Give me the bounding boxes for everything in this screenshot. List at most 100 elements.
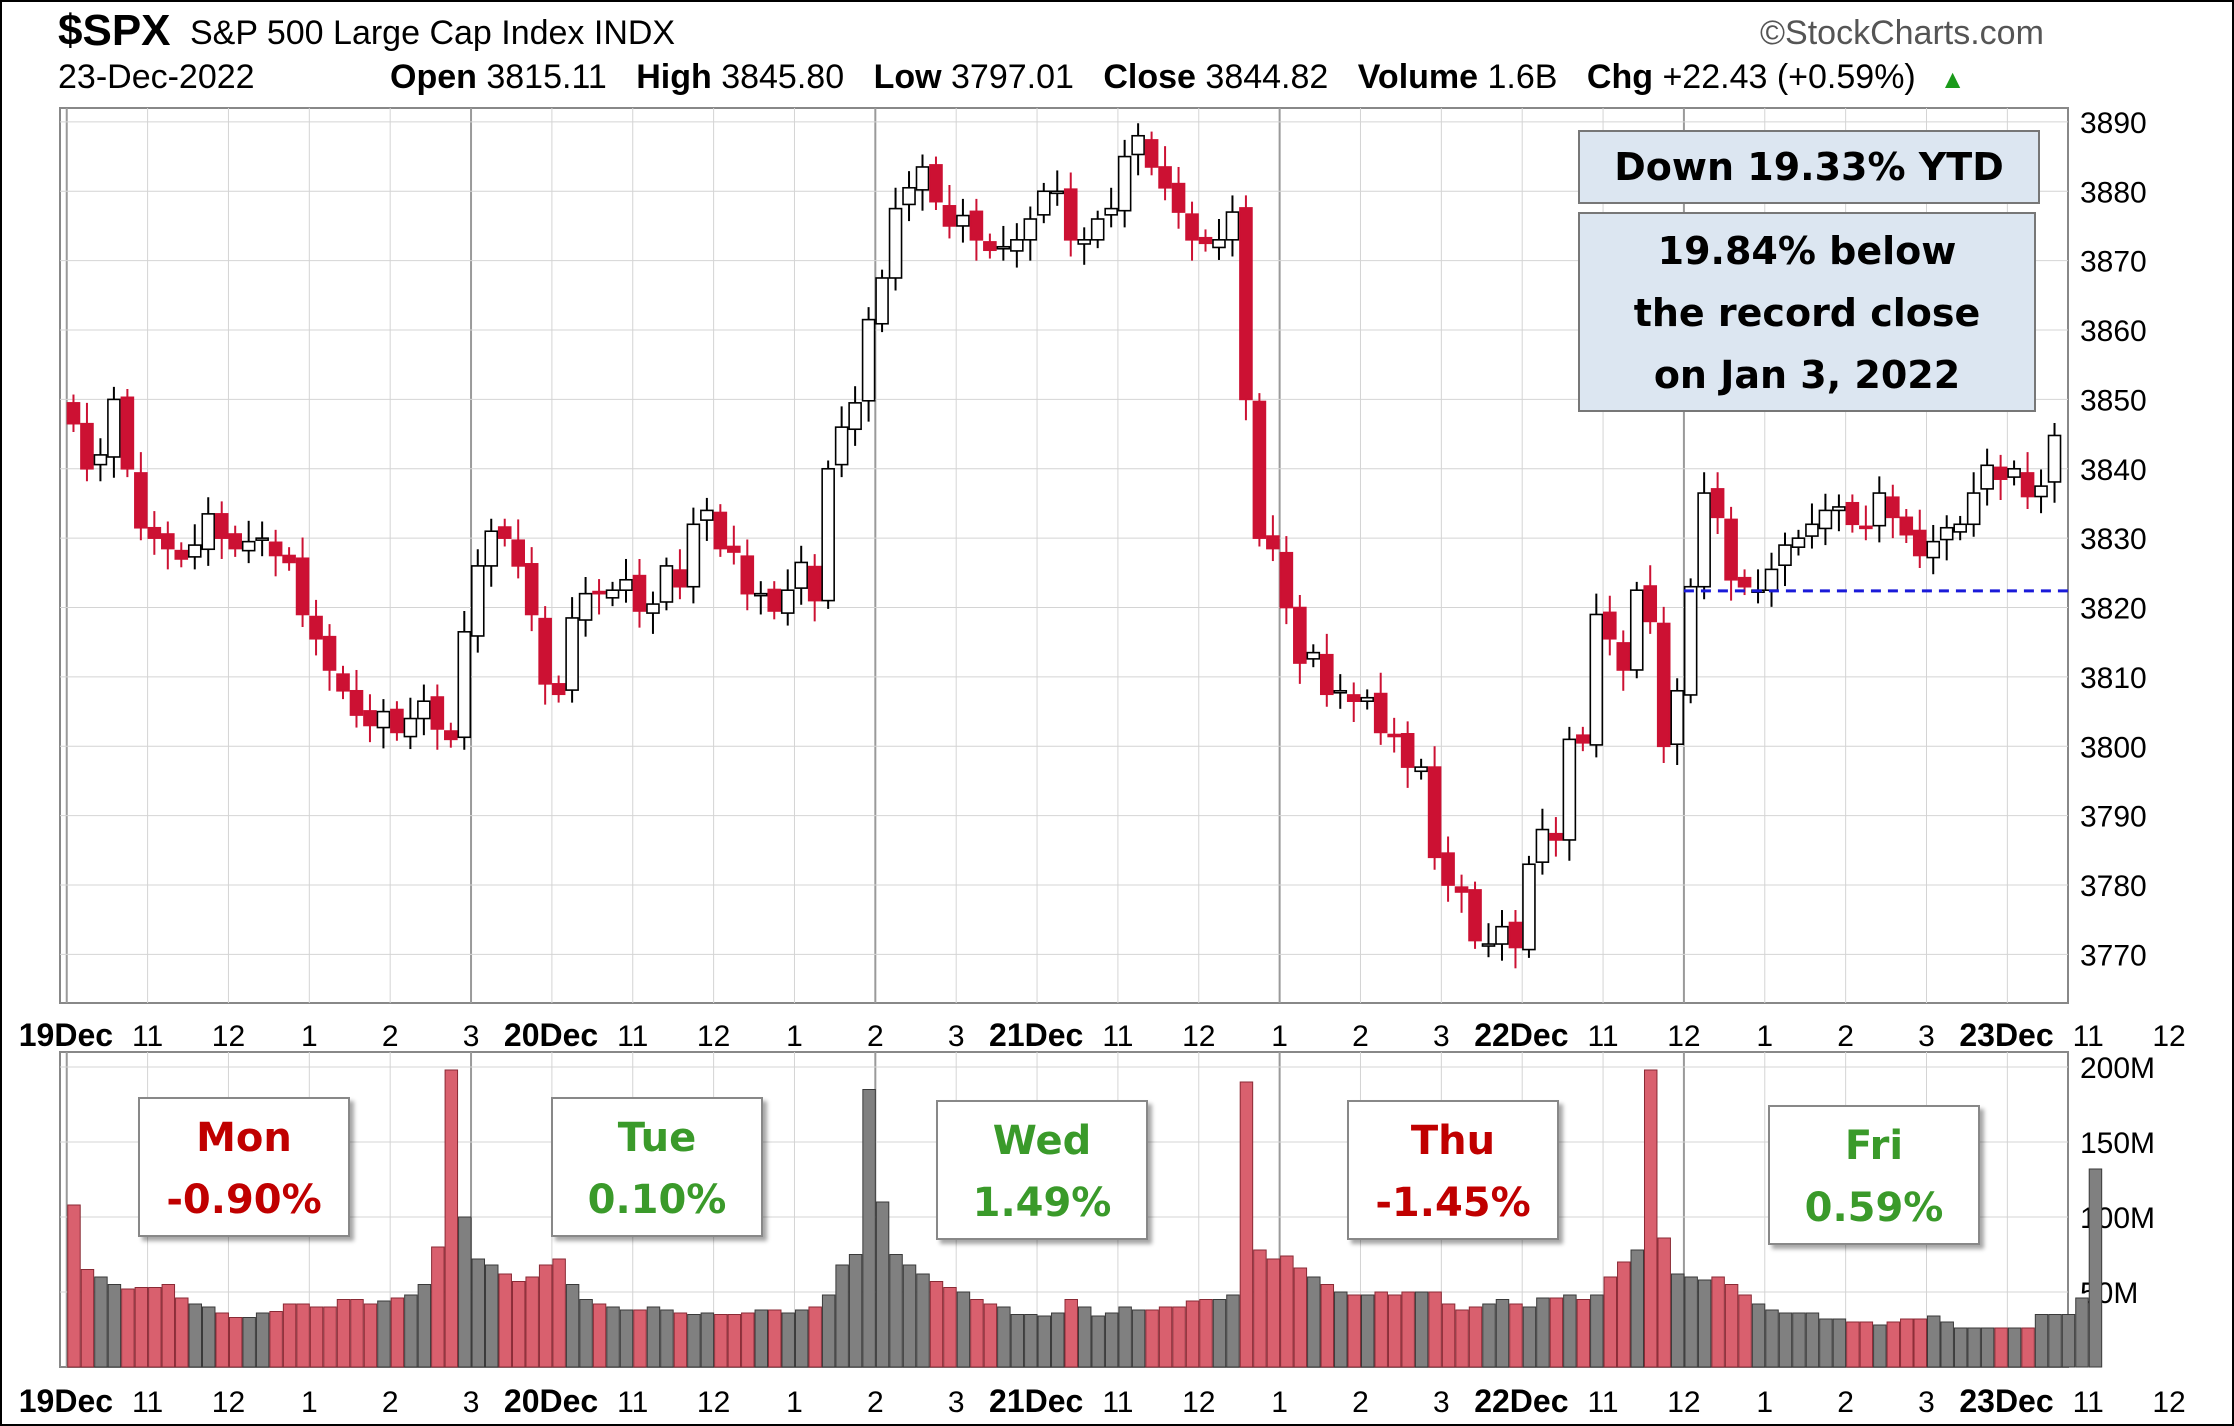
candle-body (1535, 828, 1550, 863)
volume-x-tick-label: 21Dec (989, 1383, 1083, 1419)
candle-body (93, 454, 108, 466)
candle-body (134, 472, 148, 529)
volume-bar (67, 1204, 81, 1368)
candle-body (66, 402, 81, 425)
x-tick-label: 11 (1102, 1020, 1133, 1053)
index-name: S&P 500 Large Cap Index INDX (190, 14, 676, 52)
candle-body (578, 592, 593, 621)
volume-bar (956, 1291, 971, 1368)
volume-bar (875, 1201, 890, 1368)
volume-bar (997, 1306, 1011, 1368)
volume-bar (215, 1312, 229, 1368)
candle-body (1966, 492, 1981, 526)
candle-body (2047, 434, 2062, 483)
volume-bar (1226, 1294, 1240, 1368)
candle-body (1023, 218, 1038, 241)
volume-bar (282, 1303, 297, 1368)
volume-bar (579, 1299, 593, 1368)
candle-body (336, 673, 350, 692)
candle-body (632, 574, 647, 612)
volume-x-tick-label: 1 (301, 1386, 318, 1419)
volume-bar (377, 1300, 391, 1368)
candle-body (1050, 190, 1065, 195)
volume-tick-label: 200M (2080, 1052, 2155, 1085)
candle-body (1306, 651, 1321, 660)
change-stat: Chg +22.43 (+0.59%) (1586, 58, 1916, 96)
candle-body (2034, 485, 2048, 498)
volume-bar (1617, 1261, 1631, 1368)
candle-body (107, 398, 121, 458)
volume-bar (983, 1303, 998, 1368)
candle-body (161, 533, 175, 550)
candle-body (1212, 239, 1226, 249)
candle-body (1373, 692, 1388, 734)
candle-body (727, 545, 741, 553)
volume-x-tick-label: 12 (697, 1386, 730, 1419)
candle-body (390, 708, 404, 734)
volume-x-tick-label: 23Dec (1959, 1383, 2053, 1419)
daybox-tue: Tue 0.10% (551, 1097, 763, 1237)
volume-bar (1266, 1258, 1281, 1368)
x-tick-label: 2 (1837, 1020, 1854, 1053)
volume-bar (2034, 1314, 2049, 1368)
x-tick-label: 12 (1667, 1020, 1700, 1053)
candle-body (349, 689, 364, 716)
low-stat: Low 3797.01 (873, 58, 1074, 96)
volume-bar (1765, 1309, 1779, 1368)
record-line-1: 19.84% below (1657, 229, 1957, 273)
candle-body (1899, 516, 1914, 536)
volume-bar (255, 1312, 270, 1368)
volume-bar (687, 1314, 701, 1368)
candle-body (592, 590, 606, 595)
candle-body (1589, 613, 1604, 746)
volume-bar (754, 1309, 769, 1368)
volume-bar (1778, 1312, 1793, 1368)
candle-body (942, 205, 957, 227)
daybox-thu: Thu -1.45% (1347, 1100, 1559, 1240)
volume-bar (80, 1269, 95, 1368)
volume-bar (1953, 1327, 1968, 1368)
volume-bar (2088, 1168, 2103, 1368)
volume-x-tick-label: 2 (1352, 1386, 1369, 1419)
candle-body (794, 561, 809, 589)
candle-body (861, 318, 876, 402)
volume-bar (296, 1303, 310, 1368)
volume-bar (1549, 1297, 1564, 1368)
volume-bar (444, 1069, 459, 1368)
volume-bar (1926, 1315, 1941, 1368)
candle-body (1454, 886, 1469, 893)
candle-body (1993, 466, 2008, 480)
volume-bar (1387, 1294, 1402, 1368)
daybox-day: Thu (1410, 1118, 1496, 1164)
candle-body (1252, 400, 1267, 539)
volume-bar (1077, 1306, 1092, 1368)
x-tick-label: 11 (617, 1020, 648, 1053)
candle-body (322, 635, 337, 671)
volume-bar (1873, 1324, 1887, 1368)
candle-body (983, 241, 997, 252)
x-tick-label: 11 (1587, 1020, 1618, 1053)
candle-body (1670, 689, 1684, 746)
volume-bar (511, 1281, 526, 1368)
volume-bar (1980, 1327, 1995, 1368)
volume-bar (390, 1297, 405, 1368)
candle-body (1939, 526, 1954, 541)
open-stat: Open 3815.11 (390, 58, 607, 96)
candle-body (1845, 501, 1860, 526)
candle-body (295, 557, 310, 616)
candle-body (1171, 182, 1186, 213)
x-tick-label: 12 (697, 1020, 730, 1053)
daybox-change: 1.49% (972, 1180, 1112, 1226)
record-line-3: on Jan 3, 2022 (1653, 353, 1961, 397)
volume-bar (228, 1317, 243, 1368)
candle-body (902, 186, 916, 206)
candle-body (1104, 207, 1118, 216)
volume-bar (2061, 1314, 2076, 1368)
daybox-day: Wed (992, 1118, 1092, 1164)
x-tick-label: 21Dec (989, 1017, 1083, 1053)
candle-body (1602, 611, 1617, 640)
price-tick-label: 3800 (2080, 731, 2147, 764)
candle-body (1077, 239, 1092, 245)
volume-bar (121, 1288, 135, 1368)
volume-x-tick-label: 12 (1667, 1386, 1700, 1419)
